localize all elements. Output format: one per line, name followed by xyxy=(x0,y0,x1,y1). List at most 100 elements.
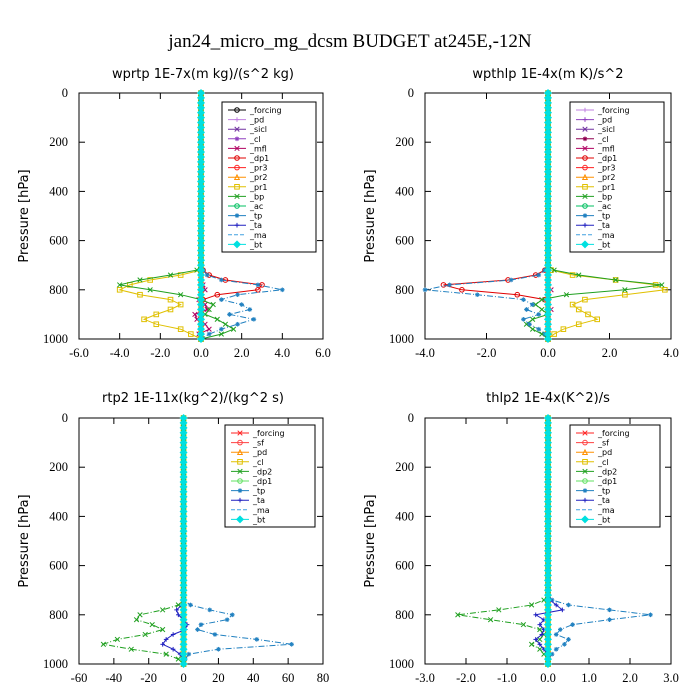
data-point xyxy=(524,307,529,312)
data-point xyxy=(530,302,535,307)
legend-label: _tp xyxy=(249,212,262,221)
data-point xyxy=(239,302,244,307)
data-point xyxy=(529,316,536,322)
data-point xyxy=(153,311,160,318)
legend-entry: _bt xyxy=(576,515,610,524)
legend-entry: _ta xyxy=(576,221,610,230)
legend-entry: _bt xyxy=(228,240,262,249)
data-point xyxy=(204,272,210,278)
legend: _forcing_pd_sicl_cl_mfl_dp1_pr3_pr2_pr1_… xyxy=(569,101,665,253)
data-point xyxy=(227,312,232,317)
data-point xyxy=(255,287,261,293)
x-tick-label: 6.0 xyxy=(315,346,331,360)
legend-label: _forcing xyxy=(597,106,630,115)
data-point xyxy=(560,326,567,332)
legend-label: _bp xyxy=(597,192,612,201)
legend-entry: _forcing xyxy=(228,106,282,115)
data-point xyxy=(167,306,174,313)
data-point xyxy=(177,301,184,308)
data-point xyxy=(177,326,184,332)
x-tick-label: 0.0 xyxy=(540,346,556,360)
data-point xyxy=(539,306,545,313)
data-point xyxy=(170,646,176,652)
legend-entry: _ac xyxy=(228,202,263,211)
series-dp2 xyxy=(100,415,187,667)
data-point xyxy=(622,291,628,298)
legend-entry: _pr1 xyxy=(576,183,615,192)
x-tick-label: 3.0 xyxy=(663,671,679,685)
series-line xyxy=(101,418,185,665)
legend-entry: _pd xyxy=(228,116,264,125)
data-point xyxy=(204,306,210,313)
data-point xyxy=(594,316,601,323)
data-point xyxy=(487,617,494,623)
legend-entry: _pr1 xyxy=(228,183,267,192)
legend-label: _pd xyxy=(252,448,267,457)
x-tick-label: 0.0 xyxy=(193,346,209,360)
legend-entry: _mfl xyxy=(228,144,267,153)
data-point xyxy=(214,291,221,298)
y-tick-label: 400 xyxy=(395,509,414,523)
legend-label: _ta xyxy=(249,221,262,230)
data-point xyxy=(179,659,188,669)
y-tick-label: 400 xyxy=(49,184,68,198)
data-point xyxy=(137,277,143,283)
data-point xyxy=(210,301,216,308)
data-point xyxy=(170,632,176,637)
y-tick-label: 600 xyxy=(395,234,414,248)
legend-entry: _ac xyxy=(576,202,611,211)
legend-entry: _tp xyxy=(576,487,610,496)
legend-entry: _forcing xyxy=(231,429,285,438)
data-point xyxy=(558,627,563,632)
data-point xyxy=(206,306,212,313)
legend: _forcing_sf_pd_cl_dp2_dp1_tp_ta_ma_bt xyxy=(224,424,316,528)
panel-title: wpthlp 1E-4x(m K)/s^2 xyxy=(472,67,623,82)
legend: _forcing_sf_pd_cl_dp2_dp1_tp_ta_ma_bt xyxy=(569,424,661,528)
data-point xyxy=(153,321,160,328)
data-point xyxy=(521,297,526,302)
data-point xyxy=(607,607,612,613)
legend-label: _sicl xyxy=(597,125,615,134)
y-tick-label: 400 xyxy=(49,509,68,523)
data-point xyxy=(541,597,547,603)
legend-entry: _ma xyxy=(576,506,615,515)
data-point xyxy=(202,287,208,293)
data-point xyxy=(186,651,192,657)
legend-label: _pd xyxy=(249,116,264,125)
data-point xyxy=(202,301,208,308)
data-point xyxy=(137,612,143,618)
legend-entry: _dp1 xyxy=(231,477,272,486)
legend-label: _dp1 xyxy=(252,477,272,486)
data-point xyxy=(537,626,543,633)
legend-label: _cl xyxy=(249,135,261,144)
y-axis-label: Pressure [hPa] xyxy=(17,169,32,262)
legend-label: _bt xyxy=(252,515,265,524)
legend-label: _bt xyxy=(597,240,610,249)
legend-label: _ta xyxy=(597,496,610,505)
data-point xyxy=(520,621,527,628)
legend-label: _bt xyxy=(597,515,610,524)
x-tick-label: 4.0 xyxy=(663,346,679,360)
legend-entry: _tp xyxy=(231,487,265,496)
legend-label: _dp1 xyxy=(597,477,617,486)
data-point xyxy=(230,326,237,332)
data-point xyxy=(536,312,542,317)
legend-entry: _ta xyxy=(228,221,262,230)
y-tick-label: 1000 xyxy=(43,332,68,346)
legend-entry: _ta xyxy=(576,496,610,505)
legend-entry: _dp1 xyxy=(576,477,617,486)
y-tick-label: 400 xyxy=(395,184,414,198)
legend-label: _pd xyxy=(597,116,612,125)
data-point xyxy=(219,326,224,332)
legend-label: _sicl xyxy=(249,125,267,134)
legend-entry: _ta xyxy=(231,496,265,505)
x-tick-label: -2.0 xyxy=(456,671,476,685)
legend: _forcing_pd_sicl_cl_mfl_dp1_pr3_pr2_pr1_… xyxy=(221,101,317,253)
data-point xyxy=(167,272,174,278)
data-point xyxy=(528,641,535,647)
data-point xyxy=(133,617,140,623)
data-point xyxy=(212,632,218,637)
data-point xyxy=(539,632,545,637)
legend-label: _mfl xyxy=(249,144,267,153)
